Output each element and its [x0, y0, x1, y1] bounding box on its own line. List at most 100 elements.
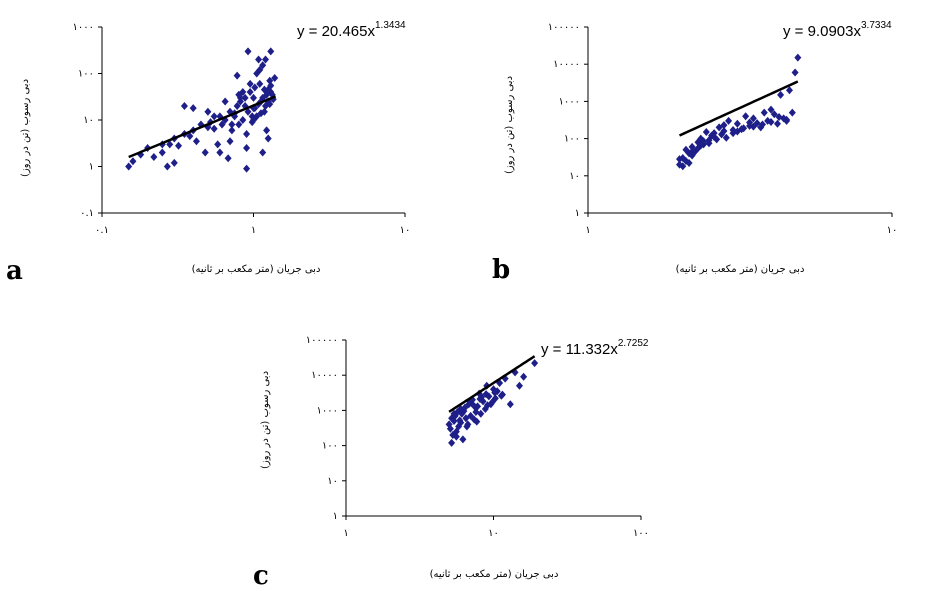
panel-b-data-point	[705, 139, 713, 148]
panel-b-data-point	[749, 114, 757, 123]
panel-a-data-point	[261, 55, 269, 64]
panel-c-data-point	[515, 381, 523, 390]
panel-a-data-point	[241, 93, 249, 102]
panel-b-data-point	[688, 147, 696, 156]
panel-b-data-point	[760, 108, 768, 117]
panel-a-data-point	[243, 143, 251, 152]
panel-c-data-point	[491, 388, 499, 397]
panel-b-data-point	[749, 122, 757, 131]
panel-a-data-point	[239, 116, 247, 124]
panel-a-x-tick-label: ۰.۱	[95, 225, 109, 236]
panel-a-data-point	[226, 137, 234, 146]
panel-b-data-point	[767, 105, 775, 114]
panel-c-y-tick-label: ۱۰۰	[322, 441, 338, 452]
panel-b-data-point	[770, 110, 778, 119]
panel-c-equation-exponent: 2.7252	[618, 338, 649, 349]
panel-b-data-point	[710, 129, 718, 138]
panel-a-data-point	[248, 112, 256, 121]
panel-c-y-axis-label: دبی رسوب (تن در روز)	[260, 371, 271, 469]
panel-c-data-point	[506, 400, 514, 409]
panel-a-data-point	[267, 81, 275, 90]
panel-a-data-point	[180, 102, 188, 111]
panel-a-data-point	[256, 79, 264, 88]
panel-a-data-point	[266, 100, 274, 109]
panel-b-data-point	[783, 115, 791, 124]
panel-c-y-tick-label: ۱۰۰۰۰۰	[306, 335, 338, 346]
panel-a-data-point	[250, 93, 257, 102]
panel-c-x-tick-label: ۱۰۰	[633, 528, 649, 539]
panel-c-axes: ۱ ۱۰ ۱۰۰ ۱۰۰۰ ۱۰۰۰۰ ۱۰۰۰۰۰ ۱ ۱۰ ۱۰۰	[306, 335, 649, 539]
panel-a-equation: y = 20.465x1.3434	[297, 20, 406, 40]
panel-a-data-point	[267, 47, 275, 56]
panel-b-data-point	[773, 119, 781, 128]
panel-a-data-point	[129, 157, 137, 166]
panel-b-data-point	[791, 68, 799, 77]
panel-b-y-axis-label: دبی رسوب (تن در روز)	[504, 76, 515, 174]
panel-c-data-point	[456, 416, 464, 425]
panel-b-data-point	[785, 86, 793, 95]
panel-b-data-point	[700, 137, 708, 146]
panel-b-data-point	[722, 133, 730, 142]
panel-a-equation-base: y = 20.465x	[297, 23, 375, 40]
panel-a-data-point	[246, 79, 254, 88]
panel-c-data-point	[471, 402, 479, 411]
panel-a-data-point	[218, 120, 226, 129]
panel-b-data-point	[679, 162, 687, 171]
panel-b-points	[676, 53, 802, 171]
panel-a-data-point	[255, 55, 263, 64]
panel-a-data-point	[189, 104, 197, 113]
panel-a-x-axis-label: دبی جریان (متر مکعب بر ثانیه)	[192, 264, 321, 275]
panel-b-data-point	[775, 113, 783, 122]
panel-b-data-point	[733, 119, 741, 128]
panel-b-data-point	[746, 118, 754, 127]
panel-a-data-point	[221, 97, 229, 106]
panel-a-data-point	[246, 88, 254, 97]
panel-a-trendline	[128, 95, 277, 159]
panel-b-equation-exponent: 3.7334	[861, 20, 892, 31]
panel-a-data-point	[216, 148, 224, 157]
panel-a-data-point	[251, 83, 259, 92]
panel-c-data-point	[448, 438, 456, 447]
panel-c-x-axis-label: دبی جریان (متر مکعب بر ثانیه)	[430, 569, 559, 580]
panel-b-data-point	[713, 135, 721, 144]
panel-a-data-point	[264, 134, 272, 143]
panel-b-data-point	[777, 90, 785, 99]
panel-c-data-point	[497, 391, 505, 400]
panel-b-data-point	[759, 120, 767, 129]
panel-c-data-point	[488, 398, 496, 407]
panel-c-points	[445, 355, 539, 447]
panel-a-data-point	[158, 148, 166, 157]
panel-a-data-point	[236, 93, 244, 102]
panel-b-data-point	[702, 128, 710, 137]
panel-a-y-tick-label: ۱۰۰۰	[73, 22, 94, 33]
panel-b-equation-base: y = 9.0903x	[783, 23, 861, 40]
panel-c-y-tick-label: ۱	[333, 511, 338, 522]
panel-c-x-tick-label: ۱۰	[488, 528, 499, 539]
panel-c-data-point	[520, 372, 528, 381]
panel-b-trendline	[678, 80, 799, 137]
panel-b-letter: b	[492, 255, 510, 285]
panel-b-axes: ۱ ۱۰ ۱۰۰ ۱۰۰۰ ۱۰۰۰۰ ۱۰۰۰۰۰ ۱ ۱۰	[548, 22, 898, 236]
panel-c-data-point	[531, 359, 539, 368]
panel-a-data-point	[210, 112, 218, 121]
panel-a-data-point	[192, 137, 200, 146]
panel-a-data-point	[204, 107, 212, 116]
panel-b-data-point	[733, 127, 741, 136]
panel-c-data-point	[460, 407, 468, 416]
panel-a-data-point	[186, 132, 194, 141]
panel-b-data-point	[720, 121, 728, 130]
panel-a-data-point	[263, 126, 271, 135]
panel-c-equation: y = 11.332x2.7252	[541, 338, 649, 358]
panel-a-data-point	[163, 162, 171, 171]
panel-a-data-point	[175, 141, 183, 150]
panel-a-y-tick-label: ۱۰۰	[78, 69, 94, 80]
panel-b-data-point	[788, 108, 796, 117]
panel-a-data-point	[233, 71, 241, 80]
panel-c-data-point	[483, 401, 491, 410]
panel-b-y-tick-label: ۱	[575, 208, 580, 219]
panel-a-data-point	[271, 74, 279, 83]
panel-b-data-point	[742, 112, 750, 121]
panel-a-y-tick-label: ۱	[89, 162, 94, 173]
panel-a-data-point	[210, 124, 218, 133]
